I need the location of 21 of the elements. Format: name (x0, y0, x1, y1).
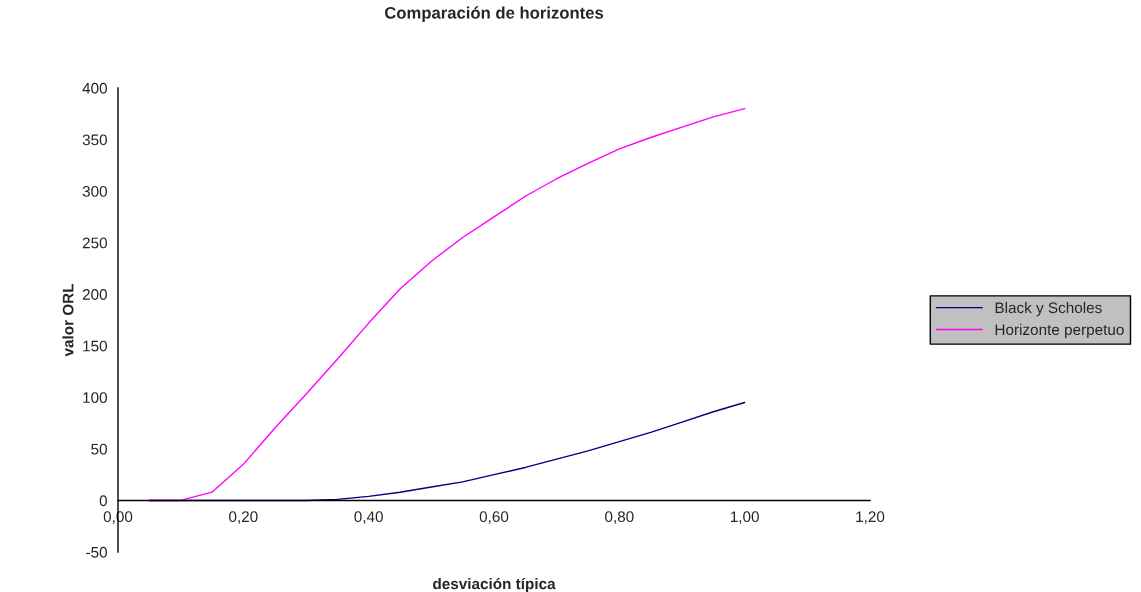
legend-label: Horizonte perpetuo (995, 323, 1124, 339)
x-tick-label: 0,80 (605, 511, 634, 524)
y-tick-label: 50 (91, 443, 107, 455)
y-tick-label: 400 (82, 82, 107, 94)
chart-title: Comparación de horizontes (384, 6, 604, 23)
y-axis-title: valor ORL (62, 283, 74, 357)
x-axis-title: desviación típica (433, 577, 556, 592)
y-tick-label: 350 (82, 134, 107, 146)
y-tick-label: -50 (86, 546, 107, 558)
y-tick-label: 150 (83, 340, 107, 352)
y-tick-label: 0 (99, 495, 107, 507)
x-tick-label: 0,40 (354, 511, 383, 524)
x-tick-label: 1,20 (856, 511, 885, 524)
y-tick-label: 250 (82, 237, 107, 249)
x-tick-label: 0,20 (229, 511, 258, 524)
x-tick-label: 1,00 (730, 511, 759, 524)
y-tick-label: 300 (82, 185, 107, 197)
x-tick-label: 0,60 (479, 511, 509, 524)
y-tick-label: 200 (82, 289, 107, 300)
y-tick-label: 100 (83, 392, 107, 404)
legend-label: Black y Scholes (995, 301, 1102, 317)
